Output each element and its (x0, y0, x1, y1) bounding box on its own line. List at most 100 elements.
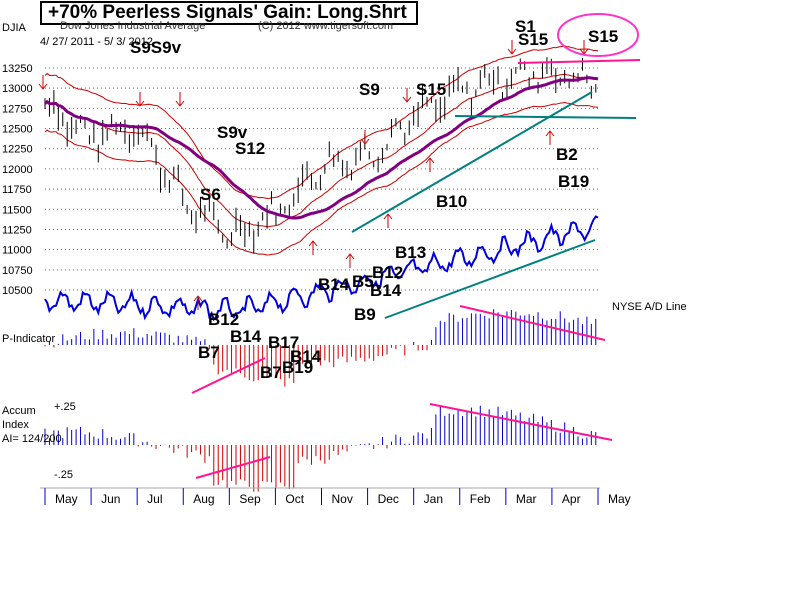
signal-arrow-head (193, 295, 203, 302)
price-gridlines (45, 67, 600, 291)
ad-uptrend-line (384, 239, 596, 319)
price-tick-labels: 13250 13000 12750 12500 12250 12000 11750 11500… (2, 63, 33, 297)
buy-signal-label: B2 (556, 145, 578, 164)
sell-signal-label: S12 (235, 139, 265, 158)
copyright: (C) 2012 www.tigersoft.com (258, 20, 394, 32)
price-tick-label: 10750 (2, 265, 33, 277)
sell-signal-label: S15 (518, 30, 548, 49)
chart-title: +70% Peerless Signals' Gain: Long.Shrt (40, 1, 418, 25)
accum-low-line (195, 456, 271, 479)
price-bars (44, 57, 597, 254)
month-label: Dec (378, 492, 399, 506)
month-label: Jan (424, 492, 443, 506)
accum-index-histogram (44, 405, 597, 492)
buy-signal-label: B12 (372, 263, 403, 282)
month-label: Feb (470, 492, 491, 506)
buy-signal-label: B10 (436, 192, 467, 211)
ad-line-label: NYSE A/D Line (612, 301, 687, 313)
month-label: Aug (193, 492, 214, 506)
price-tick-label: 11500 (2, 204, 32, 216)
p-indicator-divergence-line (459, 305, 606, 341)
signal-arrow-head (507, 48, 517, 55)
sell-signal-label: S1 (515, 17, 536, 36)
month-label: May (608, 492, 631, 506)
signal-arrow-head (345, 253, 355, 260)
price-tick-label: 11000 (2, 245, 32, 257)
buy-signal-label: B19 (282, 358, 313, 377)
moving-average (43, 76, 599, 220)
month-label: Nov (332, 492, 353, 506)
signal-arrow-head (135, 100, 145, 107)
price-tick-label: 12000 (2, 164, 33, 176)
month-label: Jul (147, 492, 162, 506)
upper-band (44, 45, 599, 200)
price-tick-label: 12750 (2, 103, 33, 115)
date-range: 4/ 27/ 2011 - 5/ 3/ 2012 (40, 36, 153, 48)
signal-arrows (38, 40, 589, 310)
trendlines (191, 59, 641, 479)
price-bands (44, 45, 599, 256)
month-label: Sep (239, 492, 261, 506)
accum-divergence-line (429, 403, 613, 441)
s15-highlight-ellipse (557, 13, 639, 57)
signal-arrow-head (425, 157, 435, 164)
buy-signal-label: B17 (268, 333, 299, 352)
index-subtitle: Dow Jones Industrial Average (60, 20, 206, 32)
sell-signal-label: S15 (588, 27, 618, 46)
signal-arrow-head (402, 96, 412, 103)
buy-signal-label: B7 (260, 363, 282, 382)
buy-signal-label: B14 (230, 327, 262, 346)
month-label: May (55, 492, 78, 506)
index-name: DJIA (2, 22, 26, 34)
buy-signal-label: B14 (290, 347, 322, 366)
buy-signal-label: B14 (318, 275, 350, 294)
month-label: Oct (285, 492, 304, 506)
price-tick-label: 13250 (2, 63, 33, 75)
signal-arrow-head (38, 83, 48, 90)
p-indicator-label: P-Indicator (2, 333, 56, 345)
price-tick-label: 11250 (2, 224, 32, 236)
slow-moving-average (43, 76, 599, 220)
signal-arrow-head (175, 100, 185, 107)
price-tick-label: 12500 (2, 124, 33, 136)
month-axis: May Jun Jul Aug Sep Oct Nov Dec Jan Feb Mar Apr May (40, 487, 631, 506)
sell-signal-label: S9 (359, 80, 380, 99)
buy-signal-label: B9 (354, 305, 376, 324)
price-tick-label: 11750 (2, 184, 32, 196)
signal-arrow-head (383, 213, 393, 220)
sell-signal-label: S9v (217, 123, 248, 142)
buy-signal-label: B12 (208, 310, 239, 329)
ad-line (44, 215, 599, 322)
accum-label: Accum (2, 405, 36, 417)
price-tick-label: 10500 (2, 285, 33, 297)
sell-signal-label: S6 (200, 185, 221, 204)
signal-arrow-head (360, 138, 370, 145)
buy-signal-label: B5 (352, 272, 374, 291)
accum-bottom-tick: -.25 (54, 469, 73, 481)
buy-signal-label: B19 (558, 172, 589, 191)
index-label: Index (2, 419, 29, 431)
price-tick-label: 13000 (2, 83, 33, 95)
lower-band (44, 101, 599, 256)
sell-signal-label: S9S9v (130, 38, 182, 57)
price-tick-label: 12250 (2, 144, 33, 156)
buy-signal-label: B7 (198, 343, 220, 362)
sell-signal-label: S15 (416, 80, 446, 99)
middle-band (44, 73, 599, 228)
month-label: Apr (562, 492, 581, 506)
resistance-line (517, 59, 641, 64)
accum-top-tick: +.25 (54, 401, 76, 413)
buy-signal-label: B13 (395, 243, 426, 262)
signal-arrow-head (545, 130, 555, 137)
uptrend-line (351, 91, 593, 233)
month-label: Jun (101, 492, 120, 506)
accum-reading: AI= 124/200 (2, 433, 62, 445)
p-indicator-low-line (191, 357, 266, 394)
signal-arrow-head (308, 240, 318, 247)
nyse-ad-line (44, 215, 599, 322)
buy-signal-label: B14 (370, 281, 402, 300)
support-line (454, 115, 637, 119)
month-label: Mar (516, 492, 537, 506)
